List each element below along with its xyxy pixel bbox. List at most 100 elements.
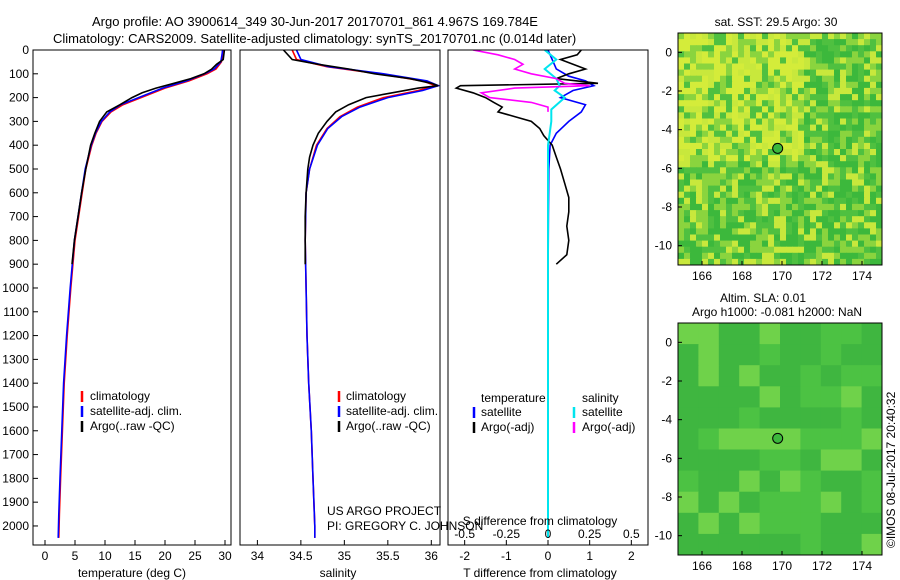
heatmap-cell (739, 533, 761, 555)
heatmap-cell (852, 252, 859, 260)
heatmap-cell (732, 155, 739, 162)
heatmap-cell (768, 118, 775, 126)
sla-map-subtitle: Argo h1000: -0.081 h2000: NaN (692, 305, 862, 319)
heatmap-cell (744, 39, 751, 46)
heatmap-cell (852, 155, 859, 162)
heatmap-cell (786, 234, 793, 242)
heatmap-cell (678, 216, 685, 223)
heatmap-cell (684, 258, 691, 265)
heatmap-cell (810, 258, 817, 265)
heatmap-cell (714, 167, 721, 174)
heatmap-cell (696, 167, 703, 174)
heatmap-cell (780, 234, 787, 242)
heatmap-cell (678, 407, 699, 430)
heatmap-cell (726, 167, 733, 174)
heatmap-cell (768, 39, 775, 46)
heatmap-cell (864, 39, 871, 46)
heatmap-cell (768, 87, 775, 95)
depth-tick-label: 1100 (3, 305, 29, 319)
heatmap-cell (714, 203, 721, 211)
s-difference-axis-ticks: -0.5 -0.25 0 0.25 0.5 (454, 527, 640, 541)
heatmap-cell (732, 81, 739, 89)
heatmap-cell (738, 81, 745, 89)
heatmap-cell (798, 69, 805, 77)
heatmap-cell (792, 106, 799, 113)
heatmap-cell (774, 33, 781, 40)
heatmap-cell (828, 112, 835, 120)
depth-tick-label: 100 (9, 67, 29, 81)
heatmap-cell (726, 39, 733, 46)
heatmap-cell (822, 124, 829, 132)
heatmap-cell (732, 136, 739, 144)
depth-tick-label: 2000 (2, 519, 29, 533)
heatmap-cell (708, 246, 715, 254)
heatmap-cell (786, 39, 793, 46)
depth-tick-label: 700 (9, 210, 29, 224)
heatmap-cell (858, 81, 865, 89)
heatmap-cell (780, 57, 787, 65)
heatmap-cell (792, 210, 799, 217)
heatmap-cell (726, 136, 733, 144)
heatmap-cell (786, 197, 793, 205)
heatmap-cell (708, 94, 715, 101)
heatmap-cell (714, 222, 721, 229)
heatmap-cell (792, 124, 799, 132)
heatmap-cell (768, 252, 775, 260)
heatmap-cell (696, 191, 703, 199)
legend-label: satellite (582, 405, 623, 419)
heatmap-cell (678, 142, 685, 150)
heatmap-cell (732, 167, 739, 174)
heatmap-cell (846, 173, 853, 181)
heatmap-cell (804, 155, 811, 162)
heatmap-cell (690, 51, 697, 58)
heatmap-cell (756, 179, 763, 187)
heatmap-cell (798, 57, 805, 65)
heatmap-cell (678, 470, 699, 493)
heatmap-cell (816, 87, 823, 95)
heatmap-cell (738, 246, 745, 254)
heatmap-cell (870, 51, 877, 58)
heatmap-cell (864, 94, 871, 101)
s-difference-tick-label: -0.5 (454, 527, 475, 541)
heatmap-cell (810, 252, 817, 260)
heatmap-cell (804, 252, 811, 260)
heatmap-cell (870, 136, 877, 144)
heatmap-cell (738, 69, 745, 77)
heatmap-cell (870, 142, 877, 150)
heatmap-cell (690, 63, 697, 71)
longitude-tick-label: 166 (692, 559, 712, 573)
heatmap-cell (762, 106, 769, 113)
heatmap-cell (798, 173, 805, 181)
heatmap-cell (678, 39, 685, 46)
heatmap-cell (792, 51, 799, 58)
t-difference-xlabel: T difference from climatology (463, 566, 617, 580)
heatmap-cell (834, 185, 841, 193)
temperature-lines (57, 50, 226, 538)
heatmap-cell (720, 118, 727, 126)
heatmap-cell (738, 149, 745, 156)
heatmap-cell (678, 130, 685, 138)
heatmap-cell (810, 45, 817, 52)
heatmap-cell (702, 222, 709, 229)
heatmap-cell (816, 161, 823, 168)
heatmap-cell (816, 136, 823, 144)
heatmap-cell (840, 246, 847, 254)
heatmap-cell (696, 240, 703, 248)
heatmap-cell (684, 106, 691, 113)
heatmap-cell (756, 191, 763, 199)
heatmap-cell (846, 197, 853, 205)
heatmap-cell (774, 39, 781, 46)
heatmap-cell (798, 258, 805, 265)
heatmap-cell (756, 142, 763, 150)
heatmap-cell (822, 161, 829, 168)
heatmap-cell (786, 142, 793, 150)
heatmap-cell (820, 491, 842, 514)
heatmap-cell (690, 191, 697, 199)
heatmap-cell (846, 33, 853, 40)
heatmap-cell (846, 75, 853, 83)
heatmap-cell (744, 45, 751, 52)
heatmap-cell (684, 57, 691, 65)
heatmap-cell (750, 246, 757, 254)
heatmap-cell (756, 155, 763, 162)
heatmap-cell (708, 228, 715, 236)
